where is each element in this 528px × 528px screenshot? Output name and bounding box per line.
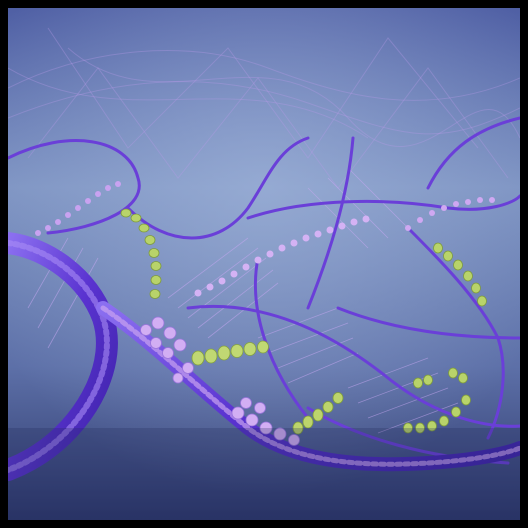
foreground-beads <box>140 316 300 446</box>
thin-strands <box>8 116 520 465</box>
lilac-bead-row-right <box>405 197 495 231</box>
green-bead-row-left <box>120 208 162 299</box>
distant-mesh <box>8 27 520 189</box>
lilac-bead-row-middle <box>194 215 370 297</box>
bottom-shade <box>8 428 520 520</box>
helix-scene <box>8 8 520 520</box>
helix-illustration <box>8 8 520 520</box>
green-bead-row-right <box>403 242 487 434</box>
lilac-bead-row-top <box>35 181 121 236</box>
green-bead-row-lower <box>292 392 344 435</box>
green-bead-row-center <box>191 340 269 366</box>
